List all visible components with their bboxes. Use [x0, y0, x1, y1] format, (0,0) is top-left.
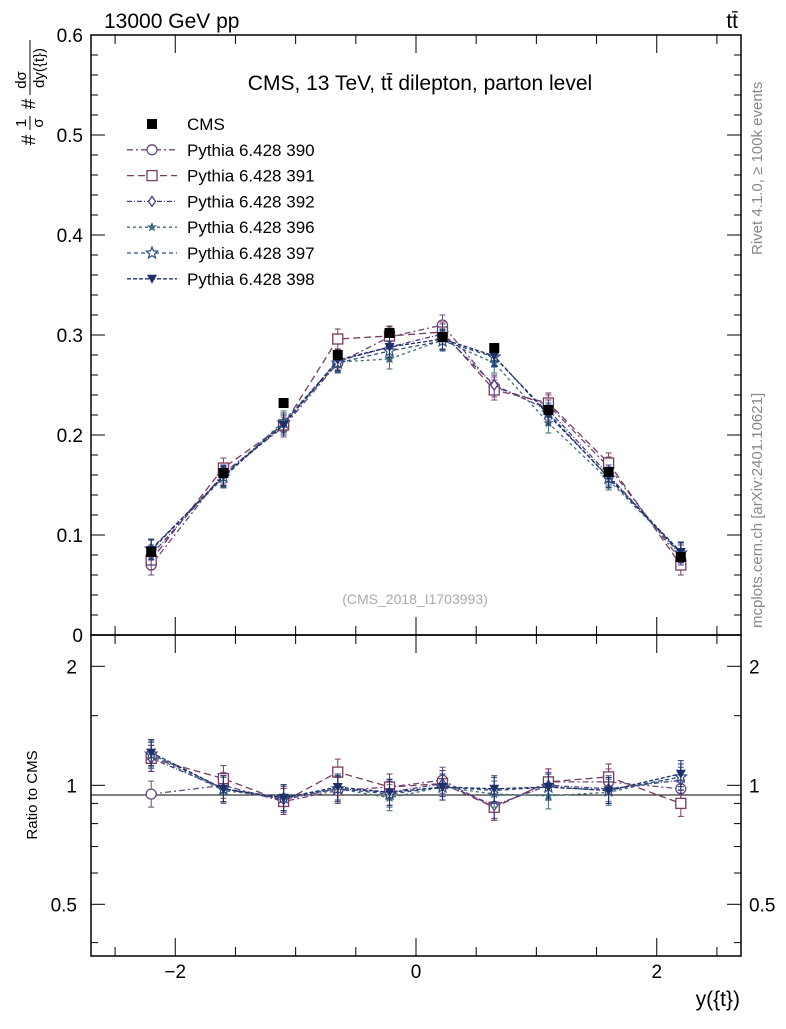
- ratio-line-s398: [150, 752, 681, 799]
- side-mcplots-label: mcplots.cern.ch [arXiv:2401.10621]: [749, 393, 766, 628]
- x-axis-label: y({t}): [696, 988, 740, 1011]
- main-y-axis: 0 0.1 0.2 0.3 0.4 0.5 0.6: [57, 26, 741, 647]
- ratio-y-tick-label-right: 0.5: [749, 895, 775, 916]
- data-point-cms: [437, 332, 448, 342]
- ratio-y-tick-label-right: 2: [749, 657, 760, 678]
- ratio-line-s390: [151, 779, 681, 809]
- ylabel-hash-1: #: [19, 134, 40, 145]
- ratio-point-s398: [543, 783, 554, 793]
- data-point-cms: [218, 468, 229, 478]
- data-point-s391: [332, 333, 344, 345]
- series-line-s398: [150, 338, 682, 553]
- ratio-point-s390: [145, 788, 157, 800]
- side-rivet-label: Rivet 4.1.0, ≥ 100k events: [749, 82, 766, 255]
- main-y-tick-label: 0.2: [57, 426, 83, 447]
- main-y-tick-label: 0.4: [57, 226, 84, 247]
- legend-marker-cms: [147, 119, 157, 129]
- legend-marker-s397: [144, 245, 160, 260]
- ratio-point-s398: [384, 788, 395, 798]
- data-point-cms: [278, 398, 289, 408]
- x-tick-label: −2: [164, 962, 186, 983]
- ylabel-sigma: σ: [30, 118, 47, 128]
- legend-label-s398: Pythia 6.428 398: [187, 270, 315, 289]
- ratio-y-tick-label: 1: [66, 776, 77, 797]
- ratio-line-s397: [150, 753, 681, 799]
- ylabel-dsigma: dσ: [13, 70, 30, 88]
- data-point-cms: [489, 343, 500, 353]
- ratio-point-s398: [603, 786, 614, 796]
- ratio-point-s398: [675, 769, 686, 779]
- main-y-tick-label: 0.3: [57, 326, 83, 347]
- legend-marker-s398: [147, 274, 157, 284]
- ratio-y-tick-label: 0.5: [51, 895, 77, 916]
- ratio-y-axis-label: Ratio to CMS: [24, 750, 41, 839]
- legend-marker-s391: [146, 169, 158, 182]
- series-line-s396: [150, 339, 682, 554]
- ratio-point-s398: [332, 783, 343, 793]
- main-y-tick-label: 0.1: [57, 526, 83, 547]
- ylabel-one: 1: [13, 119, 30, 127]
- data-point-cms: [675, 552, 686, 562]
- main-y-tick-label: 0.5: [57, 126, 83, 147]
- main-x-axis: [114, 35, 718, 635]
- data-point-s392: [489, 378, 499, 392]
- main-panel: 0 0.1 0.2 0.3 0.4 0.5 0.6 CMS, 13 TeV, tt̄ dil…: [13, 26, 742, 647]
- data-point-s398: [278, 421, 289, 430]
- main-series-group: [143, 314, 689, 576]
- legend-marker-s392: [147, 195, 157, 208]
- ratio-series-group: [143, 739, 689, 821]
- data-point-cms: [146, 547, 157, 557]
- legend-label-s397: Pythia 6.428 397: [187, 244, 315, 263]
- legend-label-s391: Pythia 6.428 391: [187, 167, 315, 186]
- series-line-s392: [150, 333, 682, 556]
- legend: CMS Pythia 6.428 390 Pythia 6.428 391 Pythi…: [127, 115, 315, 289]
- main-y-tick-label: 0.6: [57, 26, 83, 47]
- ratio-line-s396: [150, 754, 681, 799]
- legend-label-cms: CMS: [187, 115, 225, 134]
- data-point-s398: [489, 352, 500, 361]
- watermark-label: (CMS_2018_I1703993): [342, 591, 488, 607]
- header-collision-label: 13000 GeV pp: [104, 10, 239, 33]
- legend-marker-s396: [146, 221, 158, 232]
- data-point-cms: [332, 350, 343, 360]
- x-tick-label: 2: [651, 962, 662, 983]
- ratio-point-s391: [675, 797, 687, 810]
- series-line-s390: [150, 324, 682, 566]
- data-point-cms: [543, 405, 554, 415]
- legend-label-s392: Pythia 6.428 392: [187, 192, 315, 211]
- ratio-panel: 0.5 0.5 1 1 2 2 −2 0 2 Ratio to CMS y({t}): [24, 634, 775, 1011]
- ratio-y-tick-label-right: 1: [749, 776, 760, 797]
- header-process-label: tt̄: [726, 10, 738, 33]
- main-y-axis-label: # 1 σ # dσ dy({t}): [13, 40, 48, 145]
- ratio-x-axis: −2 0 2: [114, 635, 718, 983]
- ylabel-dy: dy({t}): [31, 48, 48, 88]
- ratio-line-s391: [151, 757, 682, 809]
- data-point-cms: [603, 467, 614, 477]
- series-line-s391: [150, 331, 682, 566]
- ratio-point-s398: [489, 784, 500, 794]
- series-line-s397: [150, 340, 682, 554]
- ratio-y-tick-label: 2: [66, 657, 77, 678]
- ratio-y-axis: 0.5 0.5 1 1 2 2: [51, 657, 775, 944]
- legend-label-s396: Pythia 6.428 396: [187, 218, 315, 237]
- ratio-point-s398: [437, 783, 448, 793]
- legend-label-s390: Pythia 6.428 390: [187, 141, 315, 160]
- ratio-point-s398: [278, 793, 289, 803]
- x-tick-label: 0: [411, 962, 422, 983]
- main-y-tick-label: 0: [72, 626, 83, 647]
- main-title: CMS, 13 TeV, tt̄ dilepton, parton level: [248, 72, 592, 95]
- ylabel-hash-2: #: [19, 98, 40, 109]
- ratio-line-s392: [150, 757, 681, 806]
- ratio-point-s398: [146, 748, 157, 758]
- data-point-cms: [384, 328, 395, 338]
- ratio-point-s398: [218, 784, 229, 794]
- legend-marker-s390: [146, 144, 158, 156]
- data-point-s398: [384, 343, 395, 352]
